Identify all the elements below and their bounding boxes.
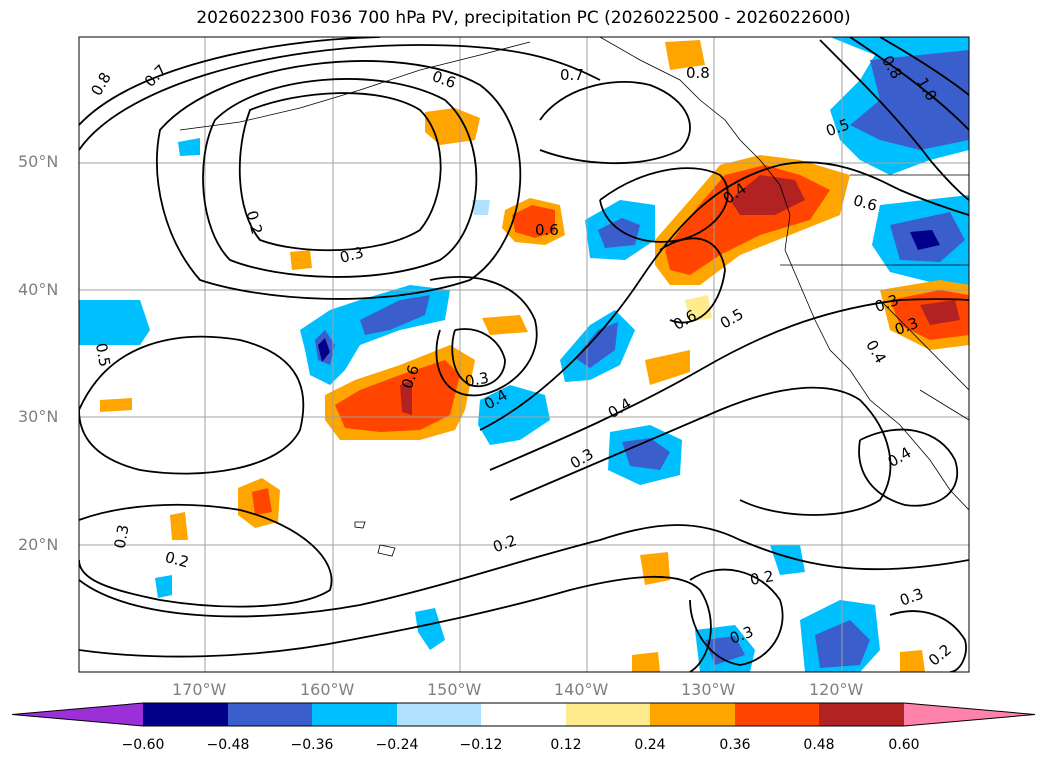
contour-label: 0.2 (163, 548, 191, 572)
colorbar-segment (566, 703, 650, 726)
colorbar-tick-label: −0.36 (290, 737, 334, 753)
colorbar-segment (312, 703, 397, 726)
colorbar-extend-right (904, 703, 1035, 726)
precip-positive-blob (290, 250, 312, 270)
colorbar-extend-left (12, 703, 143, 726)
colorbar-segment (481, 703, 566, 726)
contour-label: 0.6 (851, 191, 879, 215)
colorbar-segment (819, 703, 904, 726)
colorbar-outline (11, 702, 1036, 727)
colorbar-tick-label: 0.12 (550, 737, 582, 753)
precip-negative-blob (770, 545, 805, 575)
colorbar-tick-label: −0.24 (375, 737, 419, 753)
colorbar-tick-label: 0.24 (634, 737, 666, 753)
pv-contours (79, 37, 969, 672)
contour-label: 0.2 (242, 209, 266, 237)
precip-negative-blob (472, 200, 490, 215)
precip-positive-blob (400, 380, 412, 415)
colorbar-segment (735, 703, 819, 726)
lat-label: 40°N (18, 280, 59, 299)
colorbar-tick-label: −0.60 (121, 737, 165, 753)
precip-positive-blob (645, 350, 690, 385)
colorbar-segment (397, 703, 481, 726)
lon-label: 130°W (681, 680, 736, 699)
precip-negative-blob (478, 385, 550, 445)
colorbar-tick-label: 0.60 (888, 737, 920, 753)
colorbar-segment (650, 703, 735, 726)
precip-negative-blob (910, 230, 940, 250)
precip-positive-blob (170, 512, 188, 540)
lat-label: 30°N (18, 407, 59, 426)
contour-label: 0.7 (560, 66, 584, 84)
precip-positive-blob (920, 300, 960, 325)
precip-positive-blob (335, 360, 460, 432)
precip-positive-blob (252, 488, 272, 515)
contour-label: 0.3 (464, 369, 491, 391)
precip-positive-blob (632, 652, 660, 672)
lat-label: 20°N (18, 535, 59, 554)
contour-label: 0.5 (92, 342, 114, 369)
lat-label: 50°N (18, 152, 59, 171)
lon-label: 140°W (554, 680, 609, 699)
contour-label: 0.3 (111, 523, 133, 550)
precip-positive-blob (685, 295, 712, 322)
precip-positive-blob (482, 315, 528, 335)
precip-positive-blob (900, 650, 925, 672)
precip-positive-blob (425, 108, 480, 145)
precip-negative-blob (415, 608, 445, 650)
precip-positive-blob (100, 398, 132, 412)
colorbar-segment (143, 703, 228, 726)
colorbar-tick-label: −0.48 (206, 737, 250, 753)
precip-negative-blob (79, 300, 150, 345)
precip-negative-blob (575, 322, 618, 368)
colorbar (11, 702, 1036, 727)
precip-positive-blob (665, 40, 705, 70)
contour-label: 0.6 (535, 221, 559, 239)
precip-negative-blob (360, 295, 430, 335)
precip-negative-blob (598, 218, 640, 248)
lon-label: 170°W (172, 680, 227, 699)
map-title: 2026022300 F036 700 hPa PV, precipitatio… (196, 8, 851, 28)
contour-label: 0.3 (338, 243, 366, 267)
colorbar-tick-label: −0.12 (459, 737, 503, 753)
precip-positive-blob (512, 205, 555, 238)
precip-positive-blob (640, 552, 670, 585)
lon-label: 150°W (427, 680, 482, 699)
precip-negative-blob (318, 338, 330, 362)
colorbar-tick-label: 0.48 (803, 737, 835, 753)
contour-label: 0.2 (749, 567, 776, 589)
colorbar-segment (228, 703, 312, 726)
precip-negative-blob (705, 636, 745, 665)
lon-label: 120°W (809, 680, 864, 699)
coastlines (179, 37, 969, 557)
precip-negative-blob (850, 50, 969, 150)
lon-label: 160°W (300, 680, 355, 699)
map-frame (78, 36, 970, 673)
colorbar-tick-label: 0.36 (719, 737, 751, 753)
precip-negative-blob (155, 575, 172, 598)
map-background (79, 37, 969, 672)
precip-negative-blob (178, 138, 200, 156)
precip-fill-layer (79, 37, 969, 672)
contour-label: 0.8 (686, 64, 710, 82)
